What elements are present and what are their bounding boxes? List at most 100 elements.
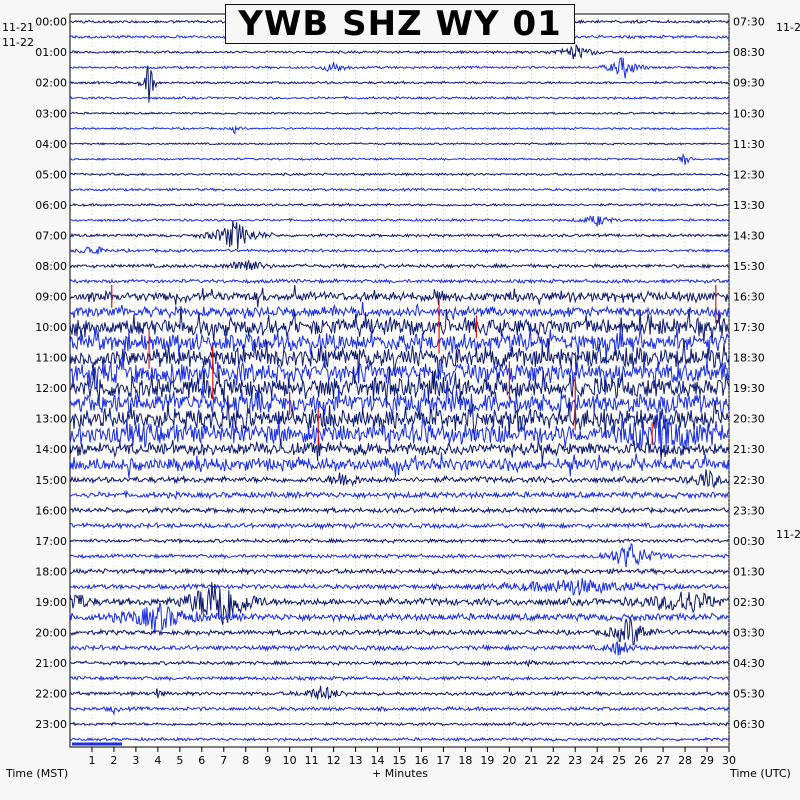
left-hour-label: 07:00 [35,229,67,242]
x-tick-label: 2 [110,754,117,767]
trace-06:00-b [70,215,730,227]
x-tick-label: 11 [305,754,319,767]
trace-20:00-a [69,617,730,646]
trace-02:00-a [69,65,730,103]
trace-16:00-b [69,521,730,530]
x-tick-label: 9 [264,754,271,767]
trace-13:00-a [69,395,730,441]
x-tick-label: 13 [349,754,363,767]
x-tick-label: 27 [656,754,670,767]
left-hour-label: 21:00 [35,657,67,670]
x-tick-label: 21 [524,754,538,767]
left-hour-label: 16:00 [35,504,67,517]
left-date-top: 11-21 [2,21,34,34]
x-tick-label: 18 [458,754,472,767]
x-tick-label: 15 [393,754,407,767]
trace-01:00-b [69,56,730,79]
trace-04:00-b [69,152,730,165]
right-date-mid: 11-2 [776,528,800,541]
right-hour-label: 08:30 [733,46,765,59]
right-hour-label: 02:30 [733,596,765,609]
trace-09:00-a [69,285,730,308]
trace-10:00-b [69,326,730,362]
trace-18:00-a [69,567,730,576]
trace-20:00-b [69,640,730,656]
x-tick-label: 12 [327,754,341,767]
left-hour-label: 20:00 [35,626,67,639]
trace-05:00-a [69,172,730,177]
station-title-box: YWB SHZ WY 01 [225,4,575,44]
trace-11:00-a [69,338,730,382]
x-tick-label: 16 [414,754,428,767]
trace-03:00-a [69,111,730,116]
left-date-second: 11-22 [2,36,34,49]
right-axis-label: Time (UTC) [730,767,791,780]
trace-12:00-a [69,366,730,406]
trace-22:00-b [69,705,730,716]
x-tick-label: 10 [283,754,297,767]
right-date-top: 11-2 [776,21,800,34]
left-hour-label: 17:00 [35,535,67,548]
x-tick-label: 20 [502,754,516,767]
x-tick-label: 25 [612,754,626,767]
trace-03:00-b [69,124,730,135]
station-title: YWB SHZ WY 01 [238,4,562,44]
x-tick-label: 3 [132,754,139,767]
trace-02:00-b [69,95,730,101]
x-tick-label: 19 [480,754,494,767]
right-hour-label: 21:30 [733,443,765,456]
trace-14:00-b [69,452,730,478]
left-hour-label: 22:00 [35,688,67,701]
right-hour-label: 16:30 [733,291,765,304]
x-axis-label: + Minutes [372,767,429,780]
x-tick-label: 24 [590,754,604,767]
right-hour-label: 05:30 [733,688,765,701]
trace-01:00-a [69,43,730,60]
right-hour-label: 20:30 [733,413,765,426]
x-tick-label: 1 [88,754,95,767]
left-hour-label: 18:00 [35,565,67,578]
right-hour-label: 14:30 [733,229,765,242]
left-hour-label: 03:00 [35,107,67,120]
x-tick-label: 4 [154,754,161,767]
trace-23:00-a [69,721,730,727]
right-hour-label: 10:30 [733,107,765,120]
trace-19:00-b [69,602,730,632]
trace-21:00-a [69,658,730,668]
trace-06:00-a [69,202,730,208]
left-axis-label: Time (MST) [6,767,69,780]
trace-21:00-b [69,674,730,682]
trace-10:00-a [69,306,730,343]
right-hour-label: 22:30 [733,474,765,487]
x-tick-label: 30 [722,754,736,767]
x-tick-label: 28 [678,754,692,767]
left-hour-label: 06:00 [35,199,67,212]
left-hour-label: 10:00 [35,321,67,334]
trace-07:00-a [70,220,729,250]
left-hour-label: 12:00 [35,382,67,395]
right-hour-label: 13:30 [733,199,765,212]
trace-19:00-a [69,582,730,625]
left-hour-label: 08:00 [35,260,67,273]
x-tick-label: 6 [198,754,205,767]
x-tick-label: 8 [242,754,249,767]
left-hour-label: 23:00 [35,718,67,731]
right-hour-label: 11:30 [733,138,765,151]
left-hour-label: 04:00 [35,138,67,151]
right-hour-label: 09:30 [733,77,765,90]
x-tick-label: 7 [220,754,227,767]
trace-17:00-a [69,537,730,545]
right-hour-label: 03:30 [733,626,765,639]
left-hour-label: 13:00 [35,413,67,426]
trace-22:00-a [69,685,730,701]
trace-17:00-b [69,542,730,568]
right-hour-label: 12:30 [733,168,765,181]
left-hour-label: 09:00 [35,291,67,304]
left-hour-label: 14:00 [35,443,67,456]
trace-12:00-b [69,380,730,421]
trace-04:00-a [69,141,730,146]
x-tick-label: 23 [568,754,582,767]
left-hour-label: 05:00 [35,168,67,181]
x-tick-label: 5 [176,754,183,767]
left-hour-label: 11:00 [35,352,67,365]
